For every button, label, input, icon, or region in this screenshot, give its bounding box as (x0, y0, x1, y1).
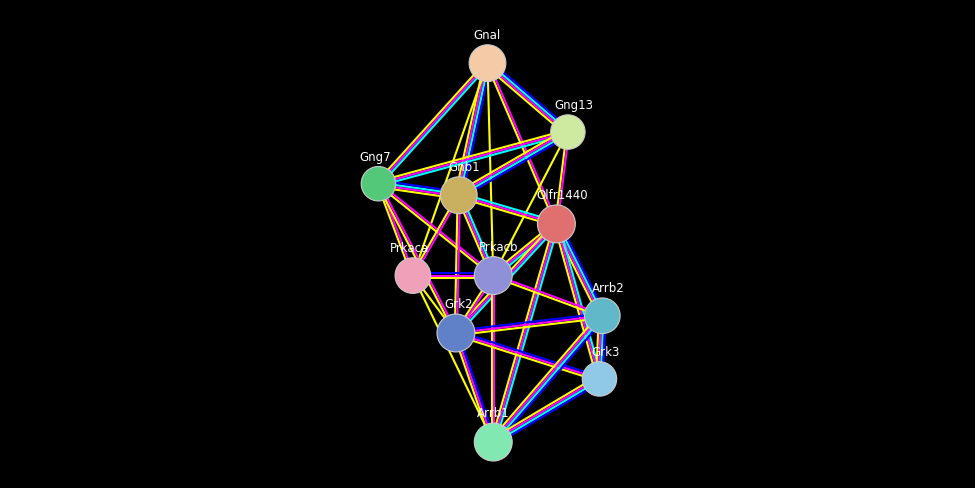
Circle shape (441, 177, 477, 214)
Text: Olfr1440: Olfr1440 (536, 189, 588, 202)
Circle shape (551, 115, 585, 149)
Circle shape (437, 314, 475, 352)
Circle shape (582, 362, 616, 396)
Circle shape (469, 45, 506, 81)
Circle shape (474, 423, 512, 461)
Circle shape (361, 166, 396, 201)
Text: Gnal: Gnal (474, 29, 501, 42)
Text: Arrb1: Arrb1 (477, 407, 510, 420)
Text: Gng7: Gng7 (360, 151, 391, 163)
Circle shape (395, 258, 431, 293)
Text: Grk3: Grk3 (591, 346, 619, 359)
Text: Gng13: Gng13 (554, 99, 593, 112)
Circle shape (474, 257, 512, 295)
Text: Prkaca: Prkaca (390, 242, 430, 255)
Text: Prkacb: Prkacb (480, 241, 519, 254)
Text: Arrb2: Arrb2 (592, 282, 624, 295)
Circle shape (585, 298, 620, 334)
Text: Gnb1: Gnb1 (448, 161, 481, 174)
Circle shape (537, 205, 575, 243)
Text: Grk2: Grk2 (445, 298, 473, 311)
